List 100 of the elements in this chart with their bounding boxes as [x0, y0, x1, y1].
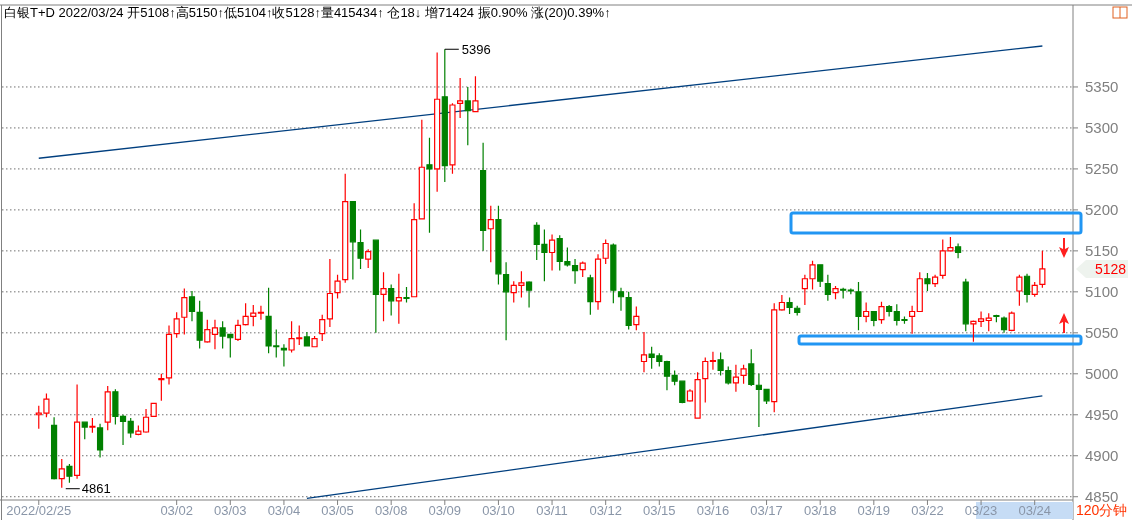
- candlestick: [188, 290, 196, 322]
- candlestick: [380, 271, 387, 322]
- candlestick: [73, 383, 81, 480]
- candlestick: [418, 119, 425, 220]
- text: 120分钟: [1076, 502, 1128, 518]
- candlestick: [702, 356, 709, 404]
- candlestick: [740, 364, 747, 385]
- x-tick-label: 2022/02/25: [6, 503, 72, 518]
- x-tick-label: 03/08: [374, 503, 408, 518]
- y-tick-label: 5300: [1085, 118, 1119, 136]
- x-tick-label: 03/03: [214, 503, 247, 518]
- candlestick: [81, 421, 88, 440]
- candlestick: [487, 205, 494, 263]
- candlestick: [909, 305, 916, 335]
- candlestick: [441, 48, 448, 183]
- candlestick: [395, 273, 402, 325]
- candlestick: [954, 242, 962, 259]
- candlestick: [732, 364, 740, 393]
- candlestick: [472, 75, 479, 113]
- x-tick-label: 03/19: [857, 503, 891, 518]
- candlestick: [840, 287, 847, 299]
- candlestick: [1016, 274, 1023, 307]
- candlestick: [932, 274, 939, 288]
- candlestick: [104, 385, 111, 431]
- candlestick: [342, 173, 349, 284]
- candlestick: [870, 310, 877, 327]
- candlestick: [257, 305, 265, 321]
- x-tick-label: 03/15: [643, 503, 676, 518]
- candlestick: [817, 264, 824, 288]
- chart-title: 白银T+D 2022/03/24 开5108↑高5150↑低5104↑收5128↑量415434↑ 仓18↓ 增71424 振0.90% 涨(20)0.39%↑: [4, 5, 611, 20]
- candlestick: [449, 102, 456, 175]
- candlestick: [196, 300, 203, 349]
- candlestick: [204, 319, 211, 344]
- candlestick: [365, 248, 372, 269]
- candlestick: [1023, 273, 1031, 304]
- candlestick: [403, 286, 410, 304]
- x-tick-label: 03/12: [589, 503, 622, 518]
- candlestick: [303, 331, 311, 347]
- candlestick: [525, 280, 533, 309]
- candlestick: [878, 301, 885, 325]
- y-tick-label: 5200: [1085, 200, 1119, 218]
- candlestick: [234, 319, 242, 342]
- candlestick: [625, 291, 632, 331]
- candlestick: [334, 274, 341, 299]
- candlestick: [863, 301, 870, 323]
- candlestick: [173, 311, 180, 339]
- y-tick-label: 4900: [1085, 446, 1119, 464]
- candlestick: [96, 423, 104, 458]
- candlestick: [502, 261, 510, 341]
- candlestick: [771, 302, 778, 413]
- candlestick: [127, 417, 134, 439]
- candlestick: [579, 260, 586, 278]
- candlestick: [794, 305, 801, 317]
- candlestick: [434, 51, 441, 193]
- candlestick: [464, 86, 471, 146]
- candlestick: [748, 348, 755, 387]
- candlestick: [594, 253, 602, 311]
- candlestick: [181, 287, 188, 336]
- candlestick: [480, 142, 487, 252]
- candlestick: [610, 242, 617, 304]
- x-tick-label: 03/10: [482, 503, 515, 518]
- candlestick: [1008, 310, 1015, 332]
- annotation: 5396: [461, 42, 491, 58]
- candlestick: [319, 314, 326, 342]
- candlestick: [1039, 250, 1046, 289]
- candlestick: [311, 335, 318, 348]
- candlestick: [150, 402, 157, 418]
- candlestick: [326, 258, 333, 328]
- candlestick: [924, 272, 931, 292]
- x-tick-label: 03/09: [428, 503, 462, 518]
- candlestick: [916, 271, 923, 313]
- candlestick: [211, 319, 219, 350]
- candlestick: [962, 278, 969, 332]
- candlestick: [411, 202, 418, 298]
- candlestick: [778, 294, 785, 312]
- candlestick: [985, 312, 992, 332]
- candlestick: [993, 314, 1000, 323]
- candlestick: [66, 463, 73, 484]
- x-tick-label: 03/02: [160, 503, 193, 518]
- y-tick-label: 4850: [1085, 487, 1119, 505]
- x-tick-label: 03/04: [267, 503, 301, 518]
- x-tick-label: 03/11: [536, 503, 568, 518]
- x-tick-label: 03/05: [321, 503, 354, 518]
- candlestick: [457, 77, 464, 119]
- candlestick: [495, 205, 502, 286]
- y-tick-label: 5150: [1085, 241, 1119, 259]
- candlestick: [709, 351, 717, 371]
- candlestick: [89, 417, 96, 434]
- x-tick-label: 03/17: [750, 503, 783, 518]
- candlestick: [832, 285, 839, 300]
- candlestick: [617, 287, 625, 312]
- x-tick-label: 03/24: [1018, 503, 1051, 518]
- candlestick: [372, 239, 379, 334]
- annotation: 4861: [81, 480, 111, 496]
- x-tick-label: 03/22: [911, 503, 944, 518]
- candlestick: [50, 416, 58, 481]
- candlestick: [1000, 315, 1008, 334]
- y-tick-label: 5350: [1085, 77, 1119, 95]
- y-tick-label: 5000: [1085, 364, 1119, 382]
- y-tick-label: 5050: [1085, 323, 1119, 341]
